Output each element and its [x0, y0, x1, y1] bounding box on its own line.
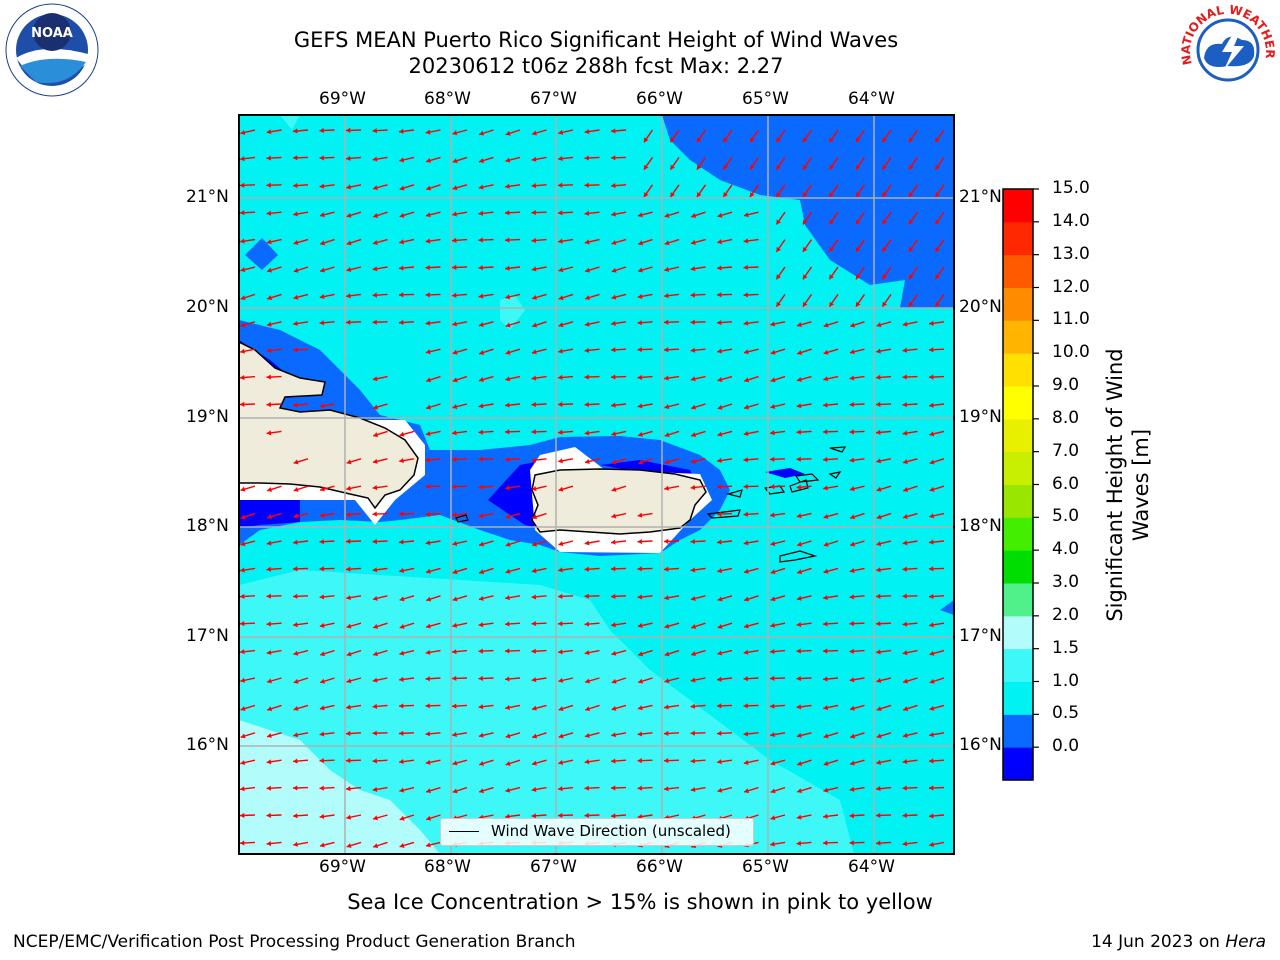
colorbar-tick-label: 4.0: [1052, 539, 1079, 559]
lon-label-top: 67°W: [530, 89, 577, 109]
colorbar-band: [1003, 189, 1033, 222]
colorbar-tick-label: 8.0: [1052, 408, 1079, 428]
colorbar-band: [1003, 583, 1033, 616]
footer-host: Hera: [1225, 932, 1266, 952]
colorbar-tick-label: 12.0: [1052, 277, 1090, 297]
lat-label-right: 19°N: [959, 407, 1002, 427]
lat-label-right: 21°N: [959, 187, 1002, 207]
colorbar-tick-label: 9.0: [1052, 375, 1079, 395]
colorbar-tick-label: 1.5: [1052, 638, 1079, 658]
lat-label-left: 18°N: [186, 516, 229, 536]
colorbar-tick-label: 13.0: [1052, 244, 1090, 264]
lon-label-bottom: 66°W: [636, 857, 683, 877]
sea-ice-note: Sea Ice Concentration > 15% is shown in …: [240, 890, 1040, 914]
lon-label-top: 66°W: [636, 89, 683, 109]
colorbar-title: Significant Height of Wind Waves [m]: [1102, 325, 1154, 645]
lat-label-right: 16°N: [959, 735, 1002, 755]
colorbar-tick-label: 0.0: [1052, 736, 1079, 756]
footer-branch: NCEP/EMC/Verification Post Processing Pr…: [13, 932, 576, 952]
lat-label-right: 20°N: [959, 297, 1002, 317]
colorbar-band: [1003, 320, 1033, 353]
lat-label-left: 19°N: [186, 407, 229, 427]
lon-label-bottom: 68°W: [424, 857, 471, 877]
colorbar-tick-label: 14.0: [1052, 211, 1090, 231]
colorbar-band: [1003, 517, 1033, 550]
footer-date: 14 Jun 2023 on Hera: [1091, 932, 1266, 952]
colorbar-band: [1003, 682, 1033, 715]
colorbar-tick-label: 10.0: [1052, 342, 1090, 362]
colorbar-tick-label: 1.0: [1052, 671, 1079, 691]
lat-label-left: 17°N: [186, 626, 229, 646]
colorbar-tick-label: 15.0: [1052, 178, 1090, 198]
lon-label-bottom: 67°W: [530, 857, 577, 877]
lon-label-top: 69°W: [319, 89, 366, 109]
colorbar-tick-label: 0.5: [1052, 703, 1079, 723]
colorbar-tick-label: 5.0: [1052, 506, 1079, 526]
footer-date-text: 14 Jun 2023 on: [1091, 932, 1225, 952]
lat-label-left: 21°N: [186, 187, 229, 207]
colorbar-band: [1003, 419, 1033, 452]
lon-label-bottom: 64°W: [848, 857, 895, 877]
colorbar-band: [1003, 288, 1033, 321]
lon-label-top: 64°W: [848, 89, 895, 109]
puerto-rico-land: [532, 469, 706, 534]
lon-label-top: 65°W: [742, 89, 789, 109]
colorbar-tick-label: 6.0: [1052, 474, 1079, 494]
colorbar-band: [1003, 649, 1033, 682]
legend-line-sample: [449, 831, 479, 832]
lat-label-right: 18°N: [959, 516, 1002, 536]
colorbar-band: [1003, 747, 1033, 780]
legend-label: Wind Wave Direction (unscaled): [491, 822, 731, 840]
lat-label-left: 16°N: [186, 735, 229, 755]
colorbar-tick-label: 11.0: [1052, 309, 1090, 329]
colorbar-band: [1003, 714, 1033, 747]
lat-label-right: 17°N: [959, 626, 1002, 646]
colorbar-band: [1003, 222, 1033, 255]
colorbar-tick-label: 7.0: [1052, 441, 1079, 461]
lon-label-top: 68°W: [424, 89, 471, 109]
colorbar-band: [1003, 255, 1033, 288]
colorbar-band: [1003, 485, 1033, 518]
colorbar-tick-label: 2.0: [1052, 605, 1079, 625]
colorbar-band: [1003, 452, 1033, 485]
colorbar-band: [1003, 386, 1033, 419]
map-area: [239, 115, 954, 854]
colorbar-band: [1003, 353, 1033, 386]
lon-label-bottom: 69°W: [319, 857, 366, 877]
lat-label-left: 20°N: [186, 297, 229, 317]
lon-label-bottom: 65°W: [742, 857, 789, 877]
colorbar-band: [1003, 550, 1033, 583]
colorbar-tick-label: 3.0: [1052, 572, 1079, 592]
map-legend: Wind Wave Direction (unscaled): [440, 818, 754, 846]
colorbar-band: [1003, 616, 1033, 649]
